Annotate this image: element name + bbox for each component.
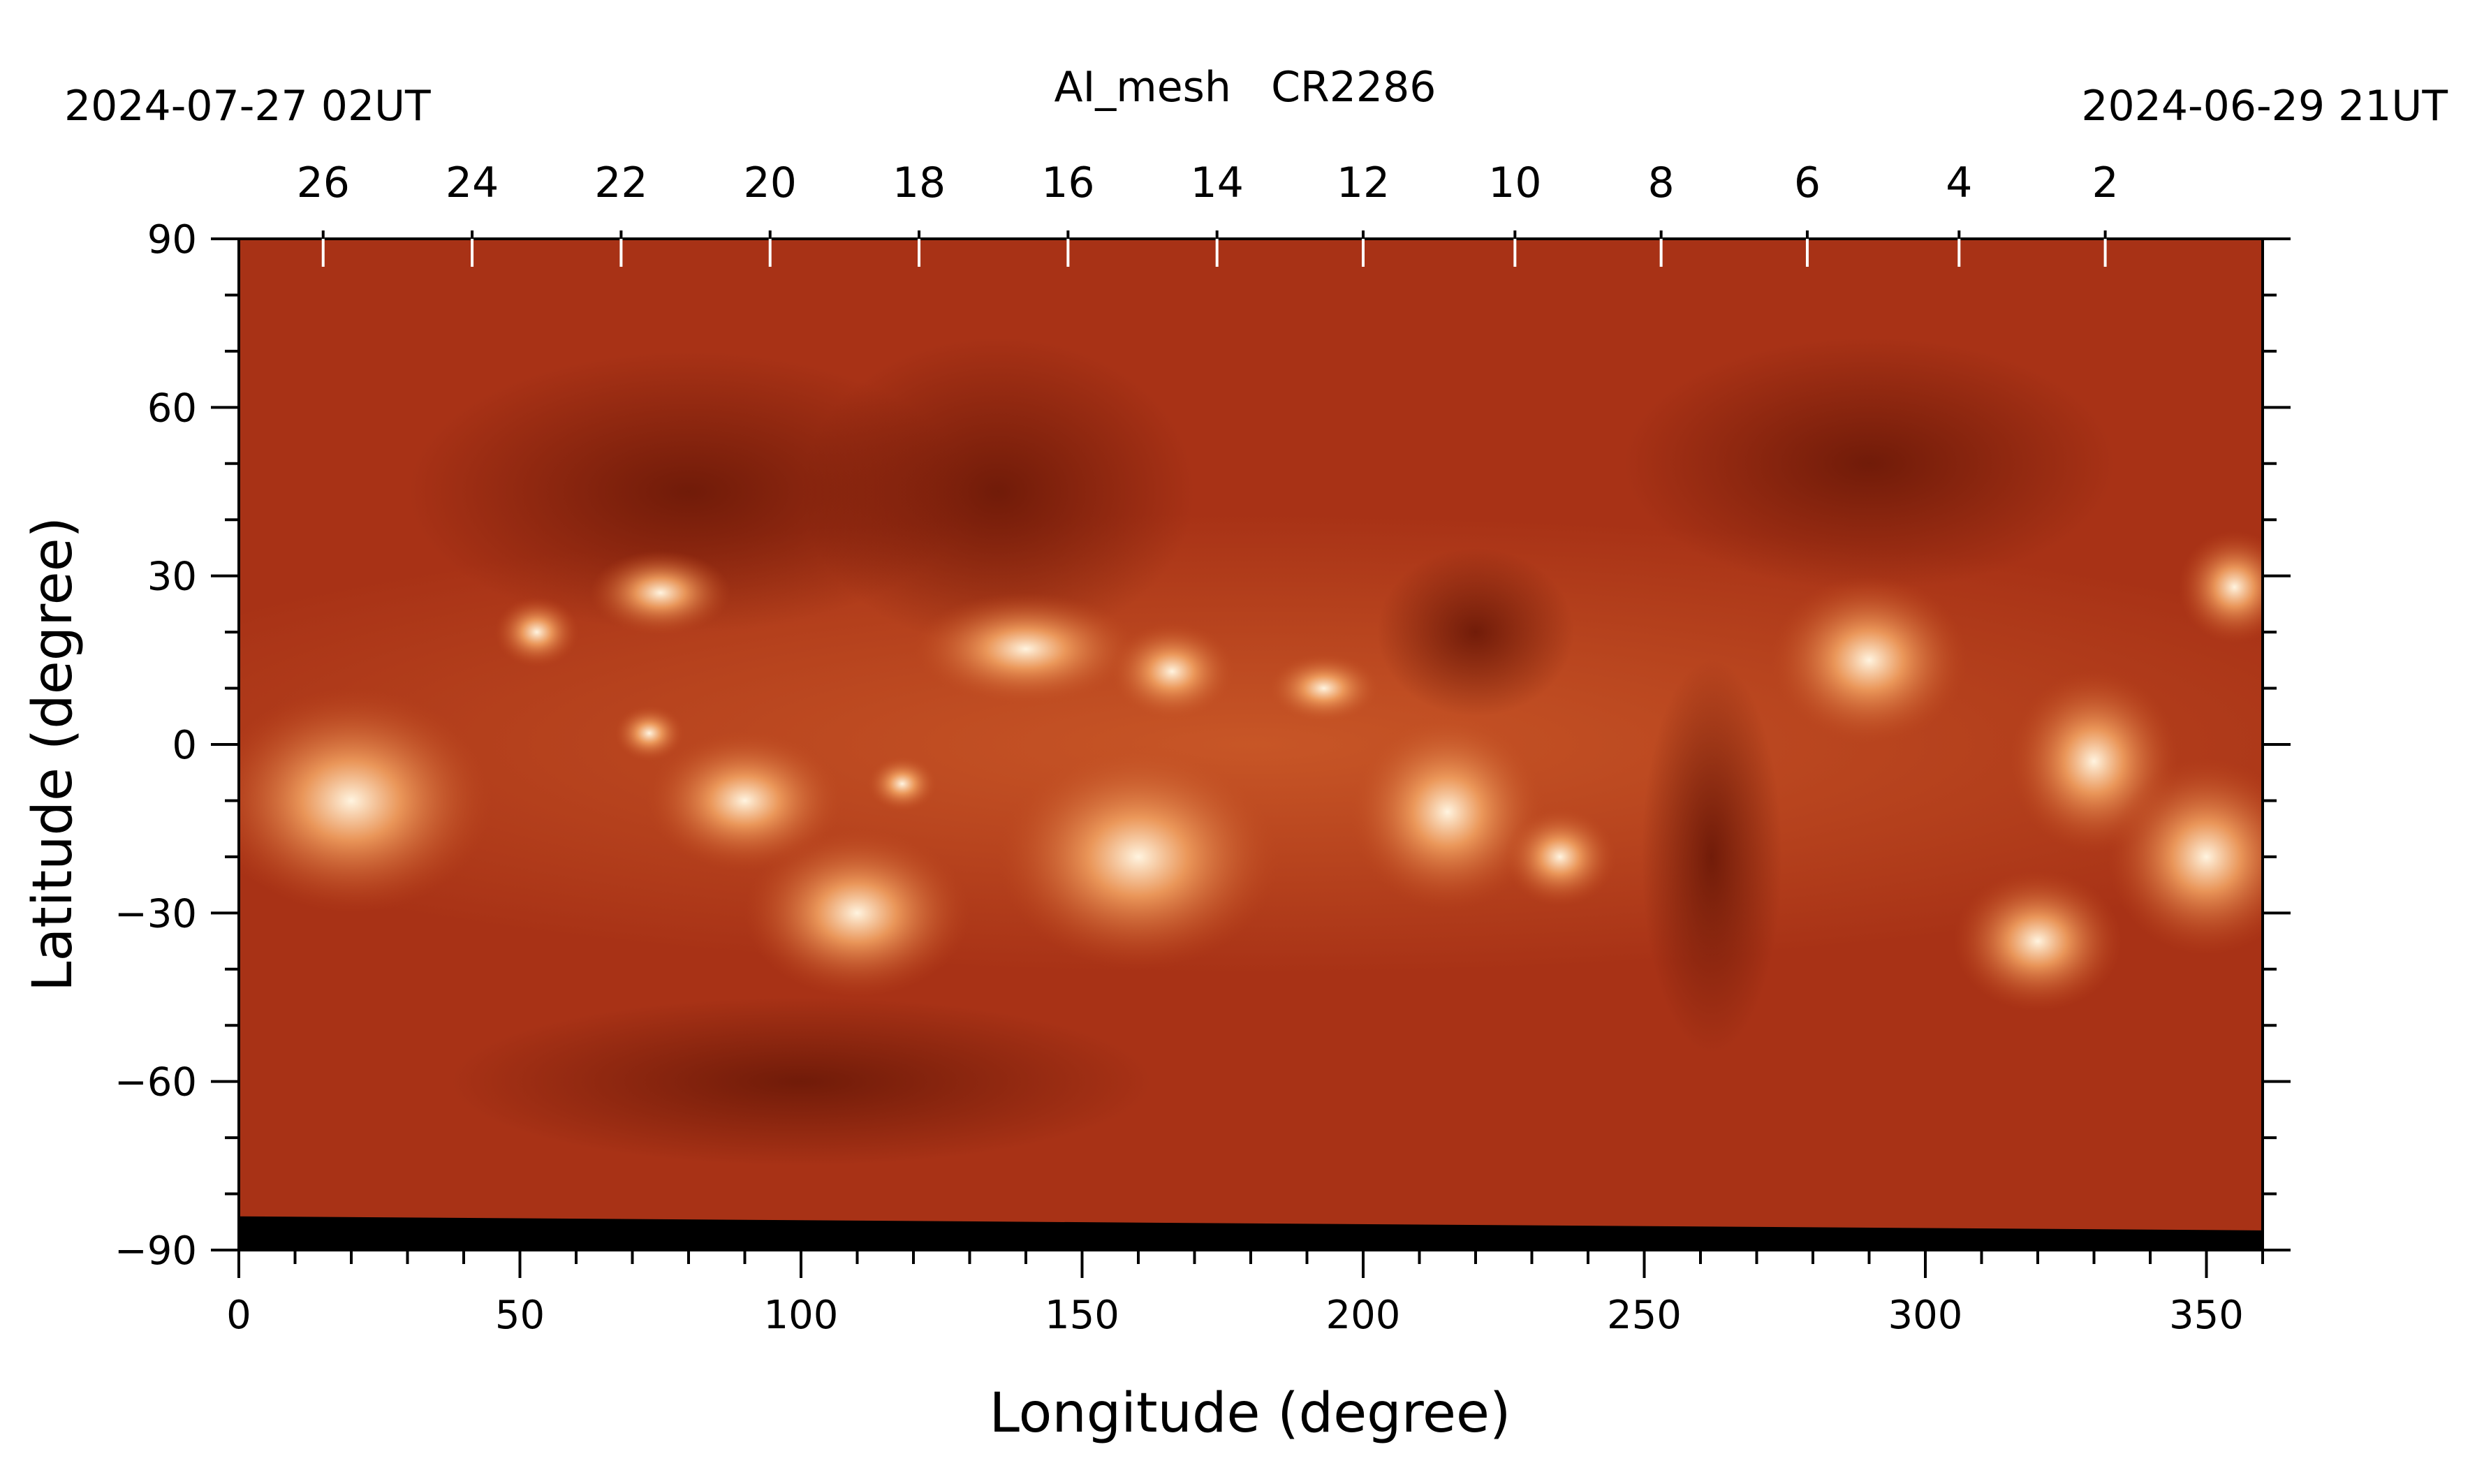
plot-area bbox=[239, 239, 2263, 1250]
active-region-15 bbox=[1108, 622, 1235, 721]
y-tick-label: 30 bbox=[147, 554, 197, 600]
top-axis-label: 16 bbox=[1041, 159, 1094, 207]
top-axis-label: 14 bbox=[1191, 159, 1244, 207]
coronal-hole-2 bbox=[1641, 660, 1782, 1054]
coronal-hole-1 bbox=[1377, 548, 1574, 717]
header-left-date: 2024-07-27 02UT bbox=[64, 82, 431, 131]
x-tick-label: 0 bbox=[226, 1293, 251, 1338]
top-axis-label: 12 bbox=[1337, 159, 1390, 207]
coronal-hole-5 bbox=[449, 997, 1153, 1166]
active-region-18 bbox=[1504, 807, 1617, 906]
x-tick-label: 350 bbox=[2169, 1293, 2244, 1338]
chart-title: AI_mesh CR2286 bbox=[1055, 63, 1436, 112]
active-region-21 bbox=[2108, 758, 2263, 955]
top-axis-label: 22 bbox=[594, 159, 647, 207]
top-axis-label: 8 bbox=[1648, 159, 1675, 207]
x-axis-title: Longitude (degree) bbox=[990, 1382, 1511, 1445]
active-region-16 bbox=[1267, 653, 1381, 723]
top-axis-label: 4 bbox=[1946, 159, 1972, 207]
active-region-19 bbox=[1770, 575, 1968, 745]
y-tick-label: 0 bbox=[172, 723, 197, 768]
coronal-hole-4 bbox=[407, 351, 970, 633]
x-tick-label: 200 bbox=[1326, 1293, 1401, 1338]
top-axis-label: 2 bbox=[2092, 159, 2119, 207]
y-tick-label: −90 bbox=[115, 1228, 197, 1274]
active-region-6 bbox=[239, 688, 492, 913]
top-axis-label: 24 bbox=[446, 159, 499, 207]
active-region-9 bbox=[614, 705, 684, 762]
x-tick-label: 250 bbox=[1607, 1293, 1682, 1338]
y-axis-title: Latitude (degree) bbox=[22, 517, 84, 992]
y-tick-label: −30 bbox=[115, 891, 197, 936]
active-region-14 bbox=[997, 744, 1279, 969]
x-tick-label: 150 bbox=[1045, 1293, 1119, 1338]
active-region-12 bbox=[867, 756, 938, 812]
active-region-22 bbox=[2178, 531, 2263, 644]
coronal-hole-3 bbox=[1623, 337, 2115, 590]
header-right-date: 2024-06-29 21UT bbox=[2081, 82, 2448, 131]
y-tick-label: −60 bbox=[115, 1060, 197, 1105]
x-tick-label: 50 bbox=[495, 1293, 545, 1338]
y-tick-label: 90 bbox=[147, 217, 197, 263]
active-region-8 bbox=[590, 550, 731, 636]
active-region-10 bbox=[646, 730, 844, 872]
x-tick-label: 100 bbox=[764, 1293, 839, 1338]
x-tick-label: 300 bbox=[1888, 1293, 1963, 1338]
active-region-23 bbox=[1953, 870, 2122, 1012]
no-data-band bbox=[239, 1216, 2263, 1250]
top-axis-label: 6 bbox=[1794, 159, 1821, 207]
active-region-13 bbox=[913, 592, 1138, 705]
top-axis-label: 26 bbox=[297, 159, 350, 207]
active-region-7 bbox=[494, 596, 580, 668]
active-region-17 bbox=[1349, 713, 1546, 911]
top-axis-label: 18 bbox=[892, 159, 946, 207]
y-tick-label: 60 bbox=[147, 385, 197, 431]
top-axis-label: 10 bbox=[1488, 159, 1541, 207]
active-region-11 bbox=[744, 828, 970, 998]
top-axis-label: 20 bbox=[744, 159, 797, 207]
